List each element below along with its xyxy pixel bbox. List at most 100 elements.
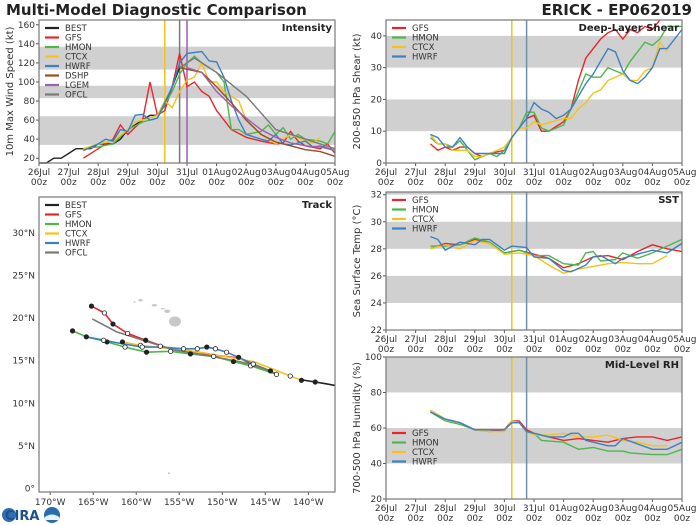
x-tick-label-hour: 00z	[378, 345, 394, 355]
legend-label: OFCL	[65, 249, 88, 259]
x-tick-label-date: 29Jul	[464, 504, 486, 514]
track-marker	[157, 343, 163, 349]
x-tick-label-date: 04Aug	[638, 504, 667, 514]
legend-label: HWRF	[412, 458, 438, 468]
track-marker	[110, 321, 116, 327]
x-tick-label-date: 28Jul	[87, 168, 109, 178]
x-tick-label-date: 26Jul	[375, 335, 397, 345]
x-tick-label-date: 01Aug	[549, 168, 578, 178]
x-tick-label-date: 02Aug	[579, 168, 608, 178]
lat-tick-label: 30°N	[12, 229, 35, 239]
track-marker	[88, 303, 95, 309]
y-tick-label: 32	[371, 191, 382, 201]
track-marker	[100, 337, 107, 343]
y-tick-label: 60	[24, 116, 36, 126]
x-tick-label-hour: 00z	[437, 178, 453, 188]
track-marker	[312, 379, 318, 385]
track-marker	[143, 349, 150, 355]
panel-track	[38, 196, 336, 495]
x-tick-label-date: 05Aug	[667, 168, 696, 178]
x-tick-label-hour: 00z	[408, 345, 424, 355]
x-tick-label-date: 02Aug	[579, 504, 608, 514]
x-tick-label-hour: 00z	[556, 345, 572, 355]
x-tick-label-hour: 00z	[644, 345, 660, 355]
x-tick-label-hour: 00z	[615, 178, 631, 188]
series-line-lgem	[186, 67, 336, 152]
x-tick-label-date: 28Jul	[434, 504, 456, 514]
x-tick-label-date: 05Aug	[320, 168, 349, 178]
x-tick-label-date: 04Aug	[638, 335, 667, 345]
x-tick-label-date: 02Aug	[232, 168, 261, 178]
track-marker	[168, 348, 174, 354]
x-tick-label-hour: 00z	[437, 514, 453, 524]
y-tick-label: 22	[371, 326, 382, 336]
track-marker	[236, 354, 242, 360]
x-tick-label-hour: 00z	[674, 178, 690, 188]
x-tick-label-date: 02Aug	[579, 335, 608, 345]
x-tick-label-hour: 00z	[615, 514, 631, 524]
y-tick-label: 40	[371, 460, 383, 470]
x-tick-label-date: 26Jul	[375, 168, 397, 178]
lat-tick-label: 0°	[25, 485, 35, 495]
x-tick-label-hour: 00z	[526, 178, 542, 188]
x-tick-label-hour: 00z	[179, 178, 195, 188]
x-tick-label-date: 31Jul	[523, 335, 545, 345]
legend-label: DSHP	[65, 72, 88, 82]
track-line-hwrf	[86, 336, 277, 375]
x-tick-label-date: 04Aug	[291, 168, 320, 178]
y-tick-label: 0	[376, 159, 382, 169]
x-tick-label-hour: 00z	[496, 178, 512, 188]
legend-label: LGEM	[65, 81, 89, 91]
legend-label: CTCX	[65, 230, 88, 240]
track-marker	[212, 346, 218, 352]
x-tick-label-hour: 00z	[378, 178, 394, 188]
series-line-hmon	[429, 25, 682, 161]
legend-label: GFS	[65, 34, 82, 44]
x-tick-label-date: 05Aug	[667, 504, 696, 514]
x-tick-label-hour: 00z	[496, 345, 512, 355]
legend-label: CTCX	[412, 43, 435, 53]
x-tick-label-date: 27Jul	[404, 168, 426, 178]
y-tick-label: 100	[365, 353, 382, 363]
y-tick-label: 100	[18, 78, 35, 88]
y-axis-label: 700-500 hPa Humidity (%)	[352, 362, 363, 494]
track-line-best	[299, 378, 336, 387]
legend-label: CTCX	[412, 448, 435, 458]
svg-text:CIRA: CIRA	[5, 509, 39, 524]
x-tick-label-date: 28Jul	[434, 335, 456, 345]
page-title: Multi-Model Diagnostic Comparison	[6, 1, 307, 19]
x-tick-label-hour: 00z	[644, 178, 660, 188]
y-tick-label: 160	[18, 21, 35, 31]
lat-tick-label: 20°N	[12, 314, 35, 324]
x-tick-label-date: 31Jul	[176, 168, 198, 178]
plot-frame	[38, 196, 336, 493]
x-tick-label-hour: 00z	[674, 514, 690, 524]
x-tick-label-hour: 00z	[585, 345, 601, 355]
lon-tick-label: 165°W	[78, 498, 109, 508]
island	[167, 472, 170, 475]
x-tick-label-date: 30Jul	[493, 504, 515, 514]
track-marker	[223, 349, 230, 355]
y-tick-label: 140	[18, 40, 35, 50]
series-line-hmon	[430, 237, 683, 266]
lat-tick-label: 25°N	[12, 271, 35, 281]
track-marker	[119, 339, 126, 345]
lon-tick-label: 160°W	[121, 498, 152, 508]
x-tick-label-hour: 00z	[437, 345, 453, 355]
x-tick-label-hour: 00z	[378, 514, 394, 524]
y-tick-label: 10	[371, 127, 383, 137]
x-tick-label-date: 30Jul	[146, 168, 168, 178]
legend-label: HWRF	[65, 239, 91, 249]
x-tick-label-hour: 00z	[238, 178, 254, 188]
x-tick-label-date: 03Aug	[608, 168, 637, 178]
x-tick-label-date: 26Jul	[28, 168, 50, 178]
shaded-band	[386, 192, 682, 195]
x-tick-label-date: 04Aug	[638, 168, 667, 178]
storm-title: ERICK - EP062019	[541, 1, 692, 19]
y-tick-label: 30	[371, 218, 383, 228]
island	[164, 309, 171, 313]
series-line-gfs	[430, 238, 683, 269]
x-tick-label-date: 01Aug	[549, 335, 578, 345]
panel-title: Track	[302, 200, 332, 211]
x-tick-label-date: 27Jul	[57, 168, 79, 178]
